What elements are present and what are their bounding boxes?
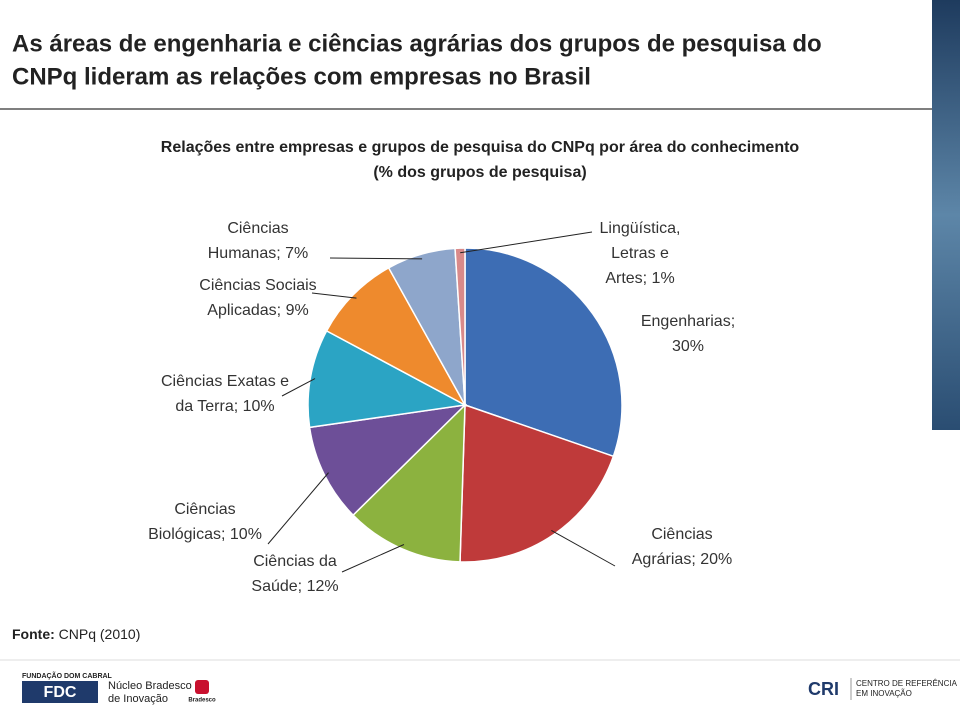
pie-slice <box>454 247 466 406</box>
data-label: Ciências Sociais <box>199 277 316 294</box>
data-label: Artes; 1% <box>605 270 674 287</box>
logo-text: CENTRO DE REFERÊNCIA <box>856 679 958 688</box>
leader-line <box>267 472 329 545</box>
chart-subtitle: (% dos grupos de pesquisa) <box>373 164 586 181</box>
data-label: Engenharias; <box>641 313 735 330</box>
data-label: Lingüística, <box>600 220 681 237</box>
leader-line <box>551 530 616 567</box>
logo-text: EM INOVAÇÃO <box>856 689 912 698</box>
data-label: da Terra; 10% <box>175 398 274 415</box>
data-label: Ciências <box>174 501 235 518</box>
data-label: Ciências Exatas e <box>161 373 289 390</box>
pie-slice <box>464 247 623 458</box>
logo-bradesco <box>195 680 209 694</box>
logo-text: Núcleo Bradesco <box>108 680 192 692</box>
data-label: Letras e <box>611 245 669 262</box>
pie-slice <box>307 329 468 429</box>
title-line: As áreas de engenharia e ciências agrári… <box>12 30 822 57</box>
chart-title: Relações entre empresas e grupos de pesq… <box>161 139 800 156</box>
pie: Engenharias; 30% Ciências Agrárias; 20% Ciên… <box>148 220 735 595</box>
side-image <box>932 0 960 430</box>
leader-line <box>281 378 316 397</box>
logo-text: FDC <box>44 684 77 701</box>
source: Fonte: CNPq (2010) <box>12 626 140 642</box>
source-label: Fonte: <box>12 626 55 642</box>
data-label: Agrárias; 20% <box>632 551 733 568</box>
pie-slice <box>352 403 466 563</box>
data-label: Saúde; 12% <box>251 578 338 595</box>
data-label: Humanas; 7% <box>208 245 309 262</box>
leader-line <box>341 544 405 573</box>
data-label: Ciências da <box>253 553 337 570</box>
data-label: 30% <box>672 338 704 355</box>
data-label: Ciências <box>227 220 288 237</box>
data-label: Ciências <box>651 526 712 543</box>
leader-line <box>460 231 593 254</box>
leader-line <box>311 292 357 299</box>
pie-slice <box>459 403 615 563</box>
logo-text: CRI <box>808 679 839 699</box>
logo-text: de Inovação <box>108 693 168 705</box>
pie-slice <box>325 266 467 407</box>
logo-text: FUNDAÇÃO DOM CABRAL <box>22 671 113 680</box>
source-text: CNPq (2010) <box>59 626 141 642</box>
logo-fdc <box>22 681 98 703</box>
data-label: Aplicadas; 9% <box>207 302 308 319</box>
title-line: CNPq lideram as relações com empresas no… <box>12 63 591 90</box>
pie-slice <box>308 403 468 517</box>
leader-line <box>329 257 423 260</box>
data-label: Biológicas; 10% <box>148 526 262 543</box>
logo-text: Bradesco <box>188 698 216 704</box>
